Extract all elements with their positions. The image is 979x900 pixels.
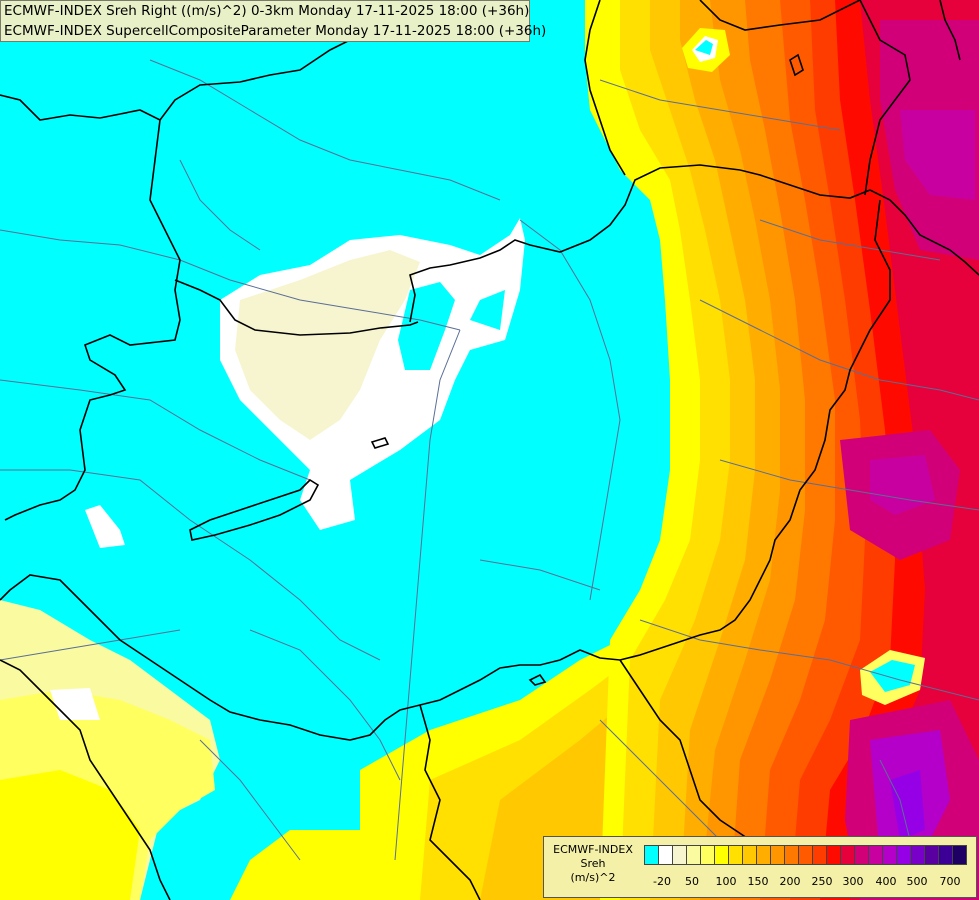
legend-tick-label: 400	[875, 875, 897, 888]
legend-tick-label: 500	[906, 875, 928, 888]
header-line-1: ECMWF-INDEX Sreh Right ((m/s)^2) 0-3km M…	[4, 3, 530, 19]
legend-swatch	[784, 845, 799, 865]
legend-tick-label: 300	[842, 875, 864, 888]
legend-title-unit: (m/s)^2	[570, 871, 616, 884]
legend-swatch	[826, 845, 841, 865]
legend-swatch	[854, 845, 869, 865]
east-field	[585, 0, 979, 900]
legend-tick-label: -20	[653, 875, 671, 888]
legend-title-source: ECMWF-INDEX	[553, 843, 633, 856]
legend-swatch	[910, 845, 925, 865]
legend-swatch	[812, 845, 827, 865]
legend-tick-label: 200	[779, 875, 801, 888]
legend-swatch	[770, 845, 785, 865]
legend-swatch	[798, 845, 813, 865]
legend-swatch	[644, 845, 659, 865]
legend-tick-label: 250	[811, 875, 833, 888]
legend-tick-label: 50	[685, 875, 699, 888]
legend-swatch	[686, 845, 701, 865]
central-field	[85, 218, 525, 548]
map-header: ECMWF-INDEX Sreh Right ((m/s)^2) 0-3km M…	[0, 0, 547, 42]
legend-swatch	[868, 845, 883, 865]
legend-swatch	[952, 845, 967, 865]
legend-swatch	[938, 845, 953, 865]
legend-swatch	[728, 845, 743, 865]
legend-swatch	[924, 845, 939, 865]
color-legend: ECMWF-INDEX Sreh (m/s)^2 -20 50 100 150 200 2…	[543, 836, 977, 898]
legend-swatch	[882, 845, 897, 865]
legend-swatch	[756, 845, 771, 865]
legend-swatch	[896, 845, 911, 865]
legend-title-variable: Sreh	[580, 857, 606, 870]
legend-swatch	[658, 845, 673, 865]
southwest-field	[0, 600, 220, 900]
legend-title: ECMWF-INDEX Sreh (m/s)^2	[544, 843, 642, 885]
legend-swatch	[714, 845, 729, 865]
legend-swatch	[672, 845, 687, 865]
legend-tick-label: 100	[715, 875, 737, 888]
legend-color-bar	[644, 845, 967, 867]
legend-swatch	[742, 845, 757, 865]
legend-tick-label: 150	[747, 875, 769, 888]
legend-swatch	[700, 845, 715, 865]
legend-swatch	[840, 845, 855, 865]
legend-tick-label: 700	[939, 875, 961, 888]
header-line-2: ECMWF-INDEX SupercellCompositeParameter …	[4, 23, 547, 39]
